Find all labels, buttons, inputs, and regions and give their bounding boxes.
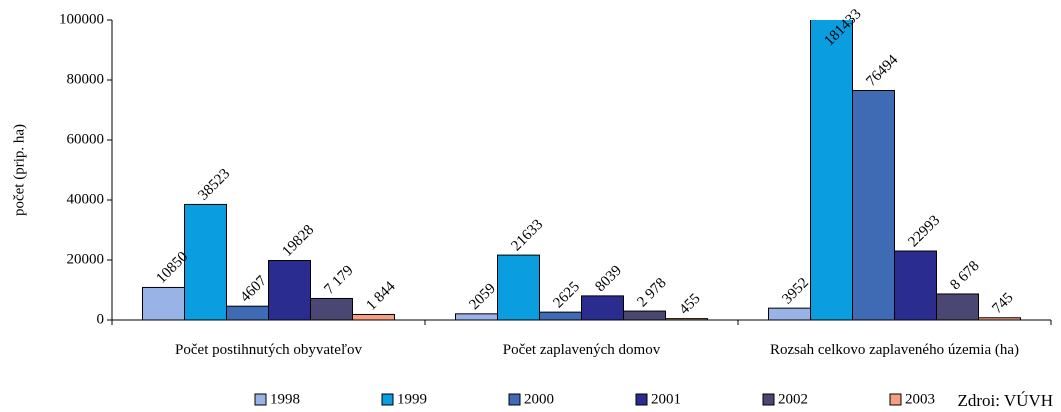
bar — [352, 313, 395, 320]
legend-label: 2003 — [905, 391, 935, 407]
x-tick-label: Rozsah celkovo zaplaveného územia (ha) — [769, 342, 1020, 358]
data-label: 1 844 — [363, 278, 399, 314]
legend-swatch — [508, 393, 521, 406]
bar — [852, 90, 895, 320]
bar — [539, 311, 582, 320]
data-label: 3952 — [779, 275, 812, 308]
bar — [768, 307, 811, 320]
bar — [936, 293, 979, 320]
legend-swatch — [889, 393, 902, 406]
legend-label: 1999 — [397, 391, 427, 407]
data-label: 4607 — [237, 273, 270, 306]
data-label: 7 179 — [321, 263, 356, 298]
legend-swatch — [635, 393, 648, 406]
y-tick-label: 100000 — [59, 11, 104, 27]
bar — [497, 254, 540, 320]
y-tick-label: 40000 — [67, 191, 105, 207]
bar — [978, 317, 1021, 320]
source: Zdroi: VÚVH — [957, 391, 1053, 410]
data-label: 2 978 — [634, 275, 669, 310]
bar — [142, 286, 185, 320]
bar — [810, 20, 853, 320]
y-axis-label: počet (prip. ha) — [11, 124, 27, 216]
data-label: 8039 — [592, 263, 625, 296]
bar — [455, 313, 498, 320]
data-label: 38523 — [195, 166, 233, 204]
bar — [184, 203, 227, 320]
legend-label: 2002 — [778, 391, 808, 407]
plot-area — [142, 20, 1021, 320]
data-label: 8 678 — [947, 258, 982, 293]
data-label: 19828 — [279, 222, 317, 260]
x-tick-label: Počet postihnutých obyvateľov — [175, 342, 362, 358]
bar — [310, 297, 353, 320]
data-label: 2625 — [550, 279, 583, 312]
data-label: 76494 — [863, 52, 901, 90]
data-label: 745 — [989, 290, 1016, 317]
bar — [894, 250, 937, 320]
bar — [665, 318, 708, 320]
data-label: 455 — [676, 291, 703, 318]
x-tick-label: Počet zaplavených domov — [502, 342, 661, 358]
legend-swatch — [381, 393, 394, 406]
bar — [581, 295, 624, 320]
y-tick-label: 20000 — [67, 251, 105, 267]
legend-swatch — [254, 393, 267, 406]
legend-label: 2000 — [524, 391, 554, 407]
data-label: 2059 — [466, 281, 499, 314]
y-tick-label: 60000 — [67, 131, 105, 147]
data-label: 21633 — [508, 217, 546, 255]
legend-label: 1998 — [270, 391, 300, 407]
bar — [623, 310, 666, 320]
legend-label: 2001 — [651, 391, 681, 407]
bar — [226, 305, 269, 320]
y-tick-label: 80000 — [67, 71, 105, 87]
bar — [268, 260, 311, 320]
y-tick-label: 0 — [97, 311, 105, 327]
legend-swatch — [762, 393, 775, 406]
data-label: 22993 — [905, 212, 943, 250]
